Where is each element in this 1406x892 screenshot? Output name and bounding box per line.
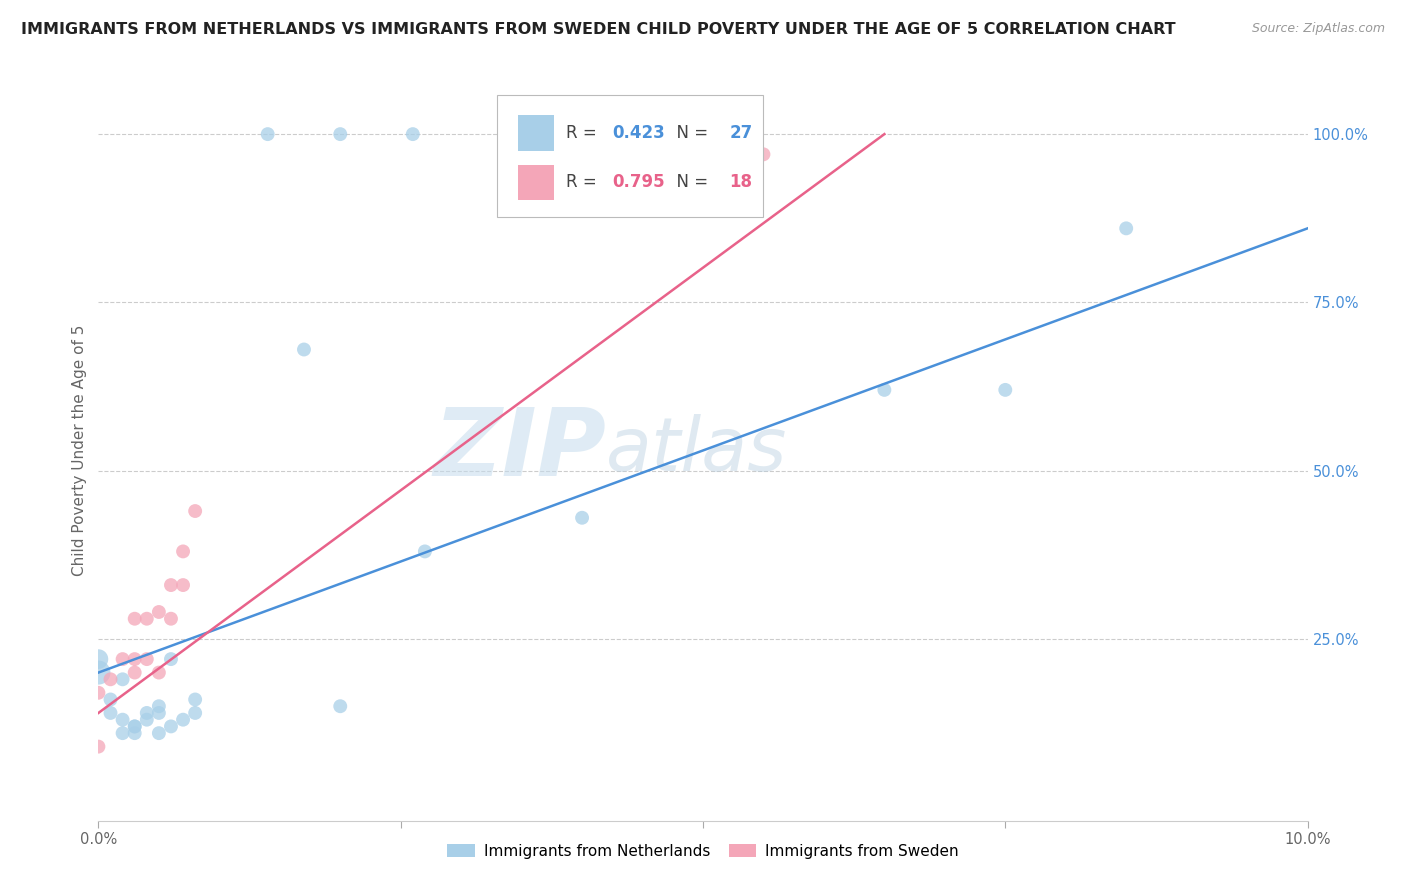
Point — [135, 612, 157, 626]
Point — [124, 719, 146, 733]
Point — [100, 673, 122, 687]
Point — [135, 706, 157, 720]
Text: 0.423: 0.423 — [613, 124, 665, 142]
Point — [124, 719, 146, 733]
Point — [184, 504, 207, 518]
Text: IMMIGRANTS FROM NETHERLANDS VS IMMIGRANTS FROM SWEDEN CHILD POVERTY UNDER THE AG: IMMIGRANTS FROM NETHERLANDS VS IMMIGRANT… — [21, 22, 1175, 37]
Point — [172, 713, 194, 727]
Text: Source: ZipAtlas.com: Source: ZipAtlas.com — [1251, 22, 1385, 36]
Point — [402, 127, 425, 141]
Text: 27: 27 — [730, 124, 752, 142]
Point — [148, 665, 170, 680]
Point — [111, 726, 134, 740]
Point — [1115, 221, 1137, 235]
Point — [184, 692, 207, 706]
Point — [135, 713, 157, 727]
Point — [873, 383, 896, 397]
Text: 18: 18 — [730, 173, 752, 192]
Point — [292, 343, 315, 357]
Point — [752, 147, 775, 161]
Point — [124, 652, 146, 666]
FancyBboxPatch shape — [517, 165, 554, 200]
Point — [571, 510, 593, 524]
Point — [256, 127, 278, 141]
Point — [124, 612, 146, 626]
Point — [148, 699, 170, 714]
Point — [184, 706, 207, 720]
Point — [100, 692, 122, 706]
Point — [329, 127, 352, 141]
Point — [172, 544, 194, 558]
Point — [148, 706, 170, 720]
FancyBboxPatch shape — [517, 115, 554, 151]
Text: 0.795: 0.795 — [613, 173, 665, 192]
Point — [124, 726, 146, 740]
Point — [124, 665, 146, 680]
Point — [87, 665, 110, 680]
Point — [148, 726, 170, 740]
Text: N =: N = — [665, 124, 713, 142]
Text: atlas: atlas — [606, 415, 787, 486]
Point — [111, 652, 134, 666]
Text: ZIP: ZIP — [433, 404, 606, 497]
Point — [413, 544, 436, 558]
Text: N =: N = — [665, 173, 713, 192]
Legend: Immigrants from Netherlands, Immigrants from Sweden: Immigrants from Netherlands, Immigrants … — [441, 838, 965, 865]
Point — [160, 719, 183, 733]
Point — [87, 739, 110, 754]
Point — [135, 652, 157, 666]
Point — [994, 383, 1017, 397]
Point — [172, 578, 194, 592]
Point — [87, 652, 110, 666]
Point — [148, 605, 170, 619]
Point — [87, 686, 110, 700]
Point — [111, 673, 134, 687]
Text: R =: R = — [567, 173, 602, 192]
FancyBboxPatch shape — [498, 95, 763, 218]
Point — [160, 652, 183, 666]
Y-axis label: Child Poverty Under the Age of 5: Child Poverty Under the Age of 5 — [72, 325, 87, 576]
Point — [160, 612, 183, 626]
Text: R =: R = — [567, 124, 602, 142]
Point — [160, 578, 183, 592]
Point — [329, 699, 352, 714]
Point — [111, 713, 134, 727]
Point — [100, 706, 122, 720]
